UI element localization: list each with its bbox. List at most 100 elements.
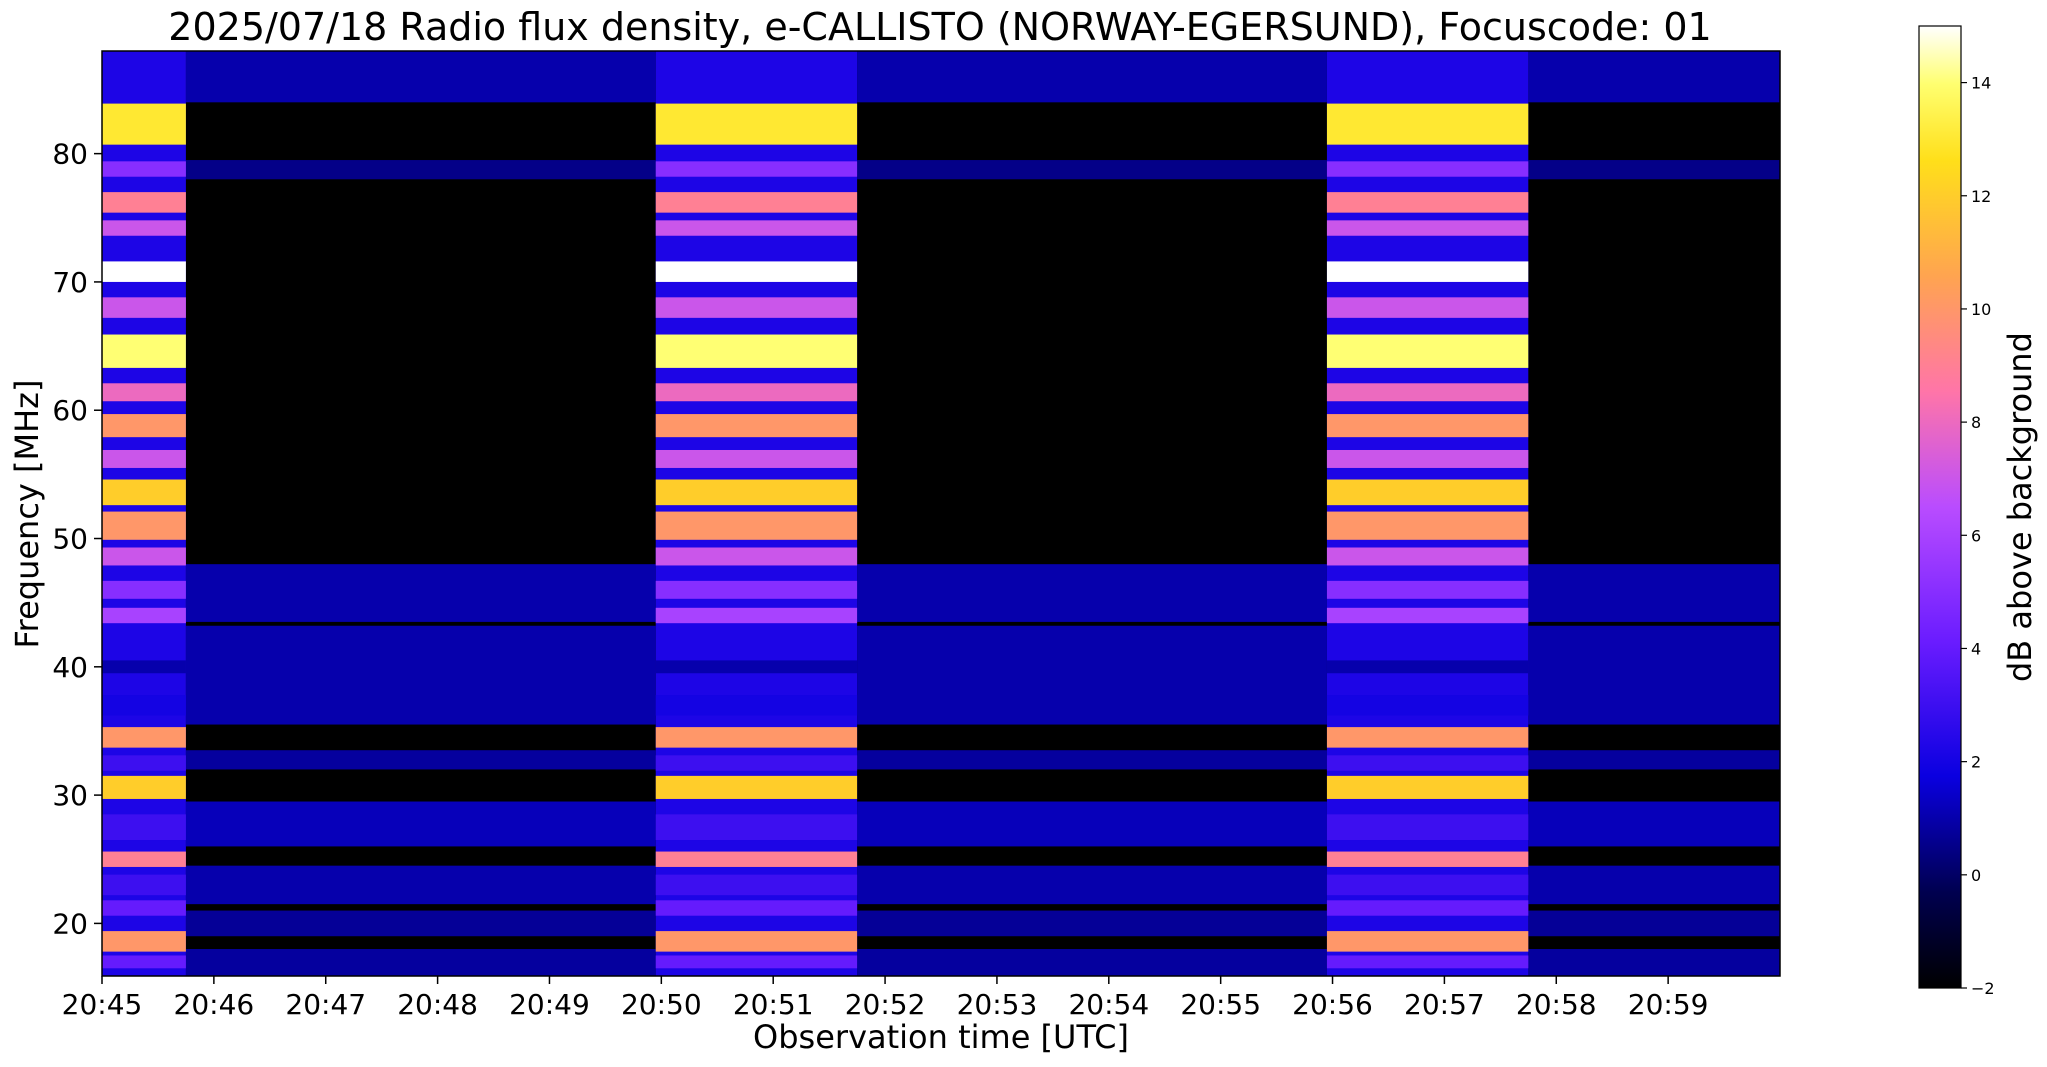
quiet-band-cell [185,160,656,180]
colorbar-tick-label: 4 [1971,639,1981,658]
quiet-band-cell [1528,750,1780,770]
emission-band-cell [1326,334,1529,368]
x-tick-label: 20:59 [1628,988,1709,1021]
x-tick-label: 20:55 [1180,988,1261,1021]
emission-band-cell [102,220,186,236]
quiet-band-cell [1528,160,1780,180]
emission-band-cell [1326,874,1529,896]
emission-band-cell [102,874,186,896]
quiet-band-cell [1528,949,1780,976]
quiet-band-cell [185,865,656,905]
emission-band-cell [1326,261,1529,282]
emission-band-cell [655,334,858,368]
emission-band-cell [102,900,186,916]
heatmap-layer [102,51,1780,976]
emission-band-cell [655,511,858,540]
emission-band-cell [102,161,186,177]
x-tick-label: 20:57 [1404,988,1485,1021]
emission-band-cell [1326,955,1529,969]
emission-band-cell [102,511,186,540]
quiet-band-cell [857,564,1327,622]
quiet-band-cell [185,750,656,770]
emission-band-cell [655,874,858,896]
emission-band-cell [655,755,858,771]
y-tick-label: 20 [52,907,88,940]
emission-band-cell [102,695,186,716]
y-axis: 20 30 40 50 60 70 80 [52,138,102,940]
emission-band-cell [655,580,858,599]
emission-band-cell [655,955,858,969]
emission-band-cell [1326,931,1529,952]
y-tick-label: 80 [52,138,88,171]
y-axis-label: Frequency [MHz] [8,380,46,649]
emission-band-cell [1326,383,1529,402]
colorbar: −2 0 2 4 6 8 10 12 14 [1918,25,1995,998]
emission-band-cell [102,607,186,624]
emission-band-cell [655,220,858,236]
colorbar-tick-label: 12 [1971,187,1991,206]
x-axis-label: Observation time [UTC] [753,1018,1129,1056]
x-tick-label: 20:58 [1516,988,1597,1021]
emission-band-cell [655,931,858,952]
emission-band-cell [1326,414,1529,438]
emission-band-cell [102,955,186,969]
quiet-band-cell [857,949,1327,976]
x-tick-label: 20:49 [509,988,590,1021]
colorbar-tick-label: 2 [1971,753,1981,772]
quiet-band-cell [185,949,656,976]
y-tick-label: 50 [52,523,88,556]
emission-band-cell [102,660,186,674]
emission-band-cell [102,727,186,748]
quiet-band-cell [1528,51,1780,103]
colorbar-tick-label: 10 [1971,300,1991,319]
emission-band-cell [1326,297,1529,318]
emission-band-cell [102,449,186,468]
emission-band-cell [1326,479,1529,506]
emission-band-cell [102,775,186,799]
emission-band-cell [655,607,858,624]
x-axis: 20:45 20:46 20:47 20:48 20:49 20:50 20:51 20:52… [62,976,1709,1021]
emission-band-cell [655,383,858,402]
emission-band-cell [102,261,186,282]
quiet-band-cell [1528,625,1780,725]
plot-area [101,50,1781,977]
emission-band-cell [1326,580,1529,599]
quiet-band-cell [857,160,1327,180]
emission-band-cell [655,851,858,867]
x-tick-label: 20:46 [174,988,255,1021]
quiet-band-cell [857,801,1327,847]
emission-band-cell [102,414,186,438]
emission-band-cell [655,727,858,748]
x-tick-label: 20:51 [733,988,814,1021]
emission-band-cell [1326,755,1529,771]
emission-band-cell [102,383,186,402]
emission-band-cell [102,851,186,867]
quiet-band-cell [185,564,656,622]
colorbar-tick-label: 14 [1971,74,1991,93]
quiet-band-cell [185,910,656,937]
emission-band-cell [102,479,186,506]
y-tick-label: 60 [52,394,88,427]
x-tick-label: 20:53 [957,988,1038,1021]
emission-band-cell [102,297,186,318]
emission-band-cell [102,814,186,841]
emission-band-cell [655,449,858,468]
quiet-band-cell [185,51,656,103]
emission-band-cell [655,900,858,916]
x-tick-label: 20:50 [621,988,702,1021]
chart-title: 2025/07/18 Radio flux density, e-CALLIST… [168,5,1711,49]
quiet-band-cell [1528,910,1780,937]
emission-band-cell [1326,660,1529,674]
emission-band-cell [655,297,858,318]
emission-band-cell [102,580,186,599]
x-tick-label: 20:56 [1292,988,1373,1021]
y-tick-label: 70 [52,266,88,299]
x-tick-label: 20:52 [845,988,926,1021]
emission-band-cell [655,414,858,438]
emission-band-cell [1326,900,1529,916]
quiet-band-cell [185,801,656,847]
emission-band-cell [1326,775,1529,799]
emission-band-cell [1326,814,1529,841]
emission-band-cell [655,695,858,716]
quiet-band-cell [857,51,1327,103]
